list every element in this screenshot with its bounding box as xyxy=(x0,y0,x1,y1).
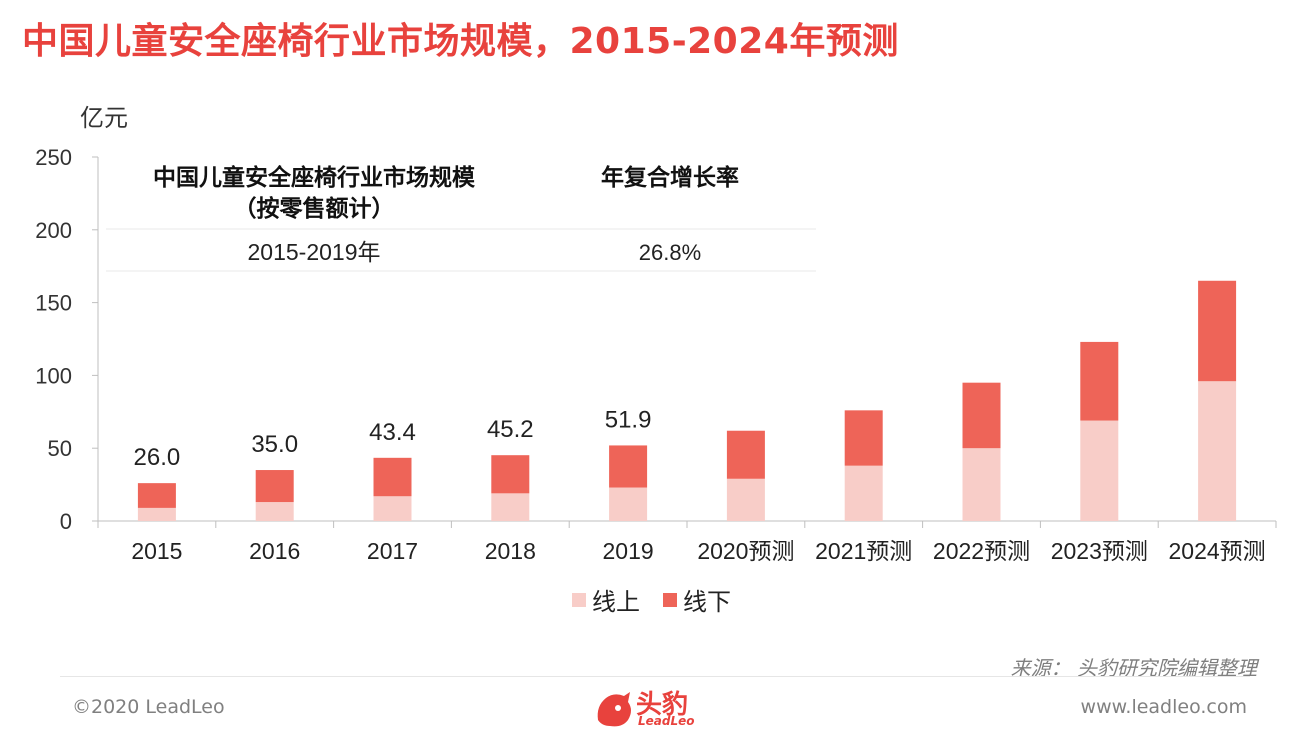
bar-online xyxy=(609,487,648,521)
x-tick-label: 2015 xyxy=(131,538,182,564)
logo-text: 头豹 xyxy=(636,690,689,720)
bar-offline xyxy=(844,410,883,466)
bar-online xyxy=(1080,420,1119,521)
y-axis-unit: 亿元 xyxy=(80,105,128,132)
bar-offline xyxy=(726,430,765,479)
x-tick-label: 2023预测 xyxy=(1051,538,1148,564)
legend-label-online: 线上 xyxy=(592,589,640,616)
bar-offline xyxy=(609,445,648,488)
x-tick-label: 2024预测 xyxy=(1169,538,1266,564)
brand-logo: 头豹 LeadLeo xyxy=(594,684,724,734)
bar-offline xyxy=(137,483,176,508)
bar-online xyxy=(1198,381,1237,521)
bar-online xyxy=(491,493,530,521)
footer-divider xyxy=(60,676,1250,677)
x-tick-label: 2017 xyxy=(367,538,418,564)
x-tick-label: 2020预测 xyxy=(697,538,794,564)
data-label: 45.2 xyxy=(487,416,534,443)
y-tick-label: 100 xyxy=(35,363,72,388)
x-tick-label: 2022预测 xyxy=(933,538,1030,564)
bar-online xyxy=(137,507,176,521)
copyright: ©2020 LeadLeo xyxy=(72,696,225,718)
cagr-rate: 26.8% xyxy=(639,240,701,265)
bar-online xyxy=(255,502,294,521)
stacked-bar-chart: 0 50 100 150 200 250 亿元 2015 26.0 2016 35.0 2017 43.… xyxy=(35,105,1277,616)
cagr-header-left: 中国儿童安全座椅行业市场规模 xyxy=(153,164,476,190)
cagr-header-left-sub: （按零售额计） xyxy=(234,195,395,221)
x-tick-label: 2018 xyxy=(485,538,536,564)
x-tick-label: 2019 xyxy=(603,538,654,564)
x-tick-label: 2021预测 xyxy=(815,538,912,564)
bar-offline xyxy=(255,470,294,503)
leopard-head-icon xyxy=(597,692,631,727)
cagr-header-right: 年复合增长率 xyxy=(601,164,739,190)
legend-label-offline: 线下 xyxy=(683,589,731,616)
bar-online xyxy=(373,496,412,521)
bar-online xyxy=(726,478,765,521)
data-label: 43.4 xyxy=(369,419,416,446)
x-tick-label: 2016 xyxy=(249,538,300,564)
legend-swatch-online xyxy=(572,593,586,607)
data-label: 35.0 xyxy=(251,431,298,458)
logo-subtext: LeadLeo xyxy=(638,714,695,728)
legend-swatch-offline xyxy=(663,593,677,607)
cagr-period: 2015-2019年 xyxy=(248,239,381,265)
bar-offline xyxy=(1080,341,1119,421)
y-tick-label: 50 xyxy=(48,436,72,461)
data-label: 26.0 xyxy=(134,444,181,471)
y-tick-label: 0 xyxy=(60,509,72,534)
bar-offline xyxy=(373,457,412,497)
y-tick-label: 150 xyxy=(35,291,72,316)
page-title: 中国儿童安全座椅行业市场规模，2015-2024年预测 xyxy=(22,21,899,62)
website-link[interactable]: www.leadleo.com xyxy=(1080,696,1247,718)
bar-offline xyxy=(962,382,1001,449)
bar-offline xyxy=(491,455,530,494)
bar-offline xyxy=(1198,280,1237,382)
y-tick-label: 250 xyxy=(35,145,72,170)
y-tick-label: 200 xyxy=(35,218,72,243)
bar-online xyxy=(962,448,1001,521)
bar-online xyxy=(844,465,883,521)
data-label: 51.9 xyxy=(605,406,652,433)
